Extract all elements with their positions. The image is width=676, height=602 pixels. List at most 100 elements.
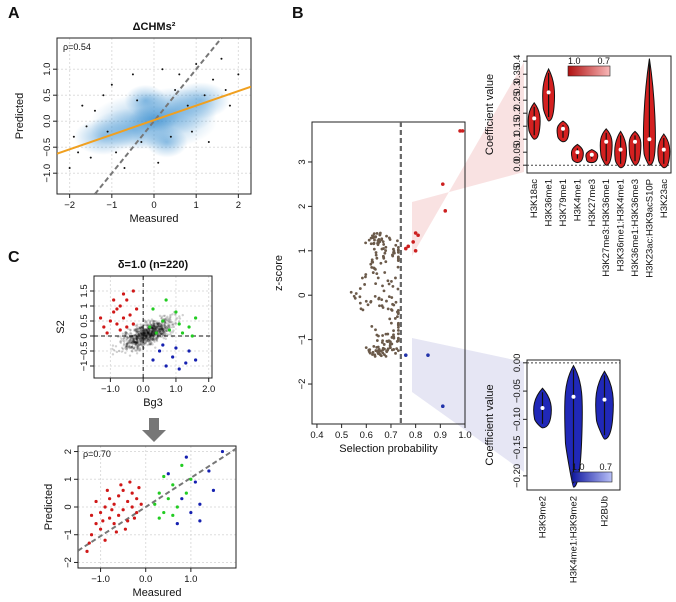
background-point (131, 338, 134, 342)
category-label: H3K36me1:H3K36me3 (630, 179, 641, 277)
background-point (137, 326, 140, 329)
background-point (160, 332, 163, 335)
background-point (156, 336, 159, 339)
background-point (136, 341, 139, 344)
background-point (141, 336, 144, 340)
background-point (142, 336, 146, 340)
background-point (349, 290, 353, 294)
background-point (142, 328, 145, 332)
highlight-point (130, 505, 134, 509)
highlight-point (98, 316, 103, 320)
plot-frame (311, 121, 466, 425)
background-point (170, 323, 173, 326)
outlier-point (203, 94, 206, 97)
category-label: H3K79me1 (558, 179, 569, 227)
background-point (134, 340, 137, 344)
background-point (161, 331, 165, 334)
background-point (374, 268, 377, 271)
background-point (379, 261, 383, 265)
background-point (155, 323, 159, 326)
background-point (165, 328, 168, 331)
background-point (159, 327, 163, 331)
background-point (135, 330, 139, 333)
background-point (138, 337, 141, 340)
background-point (139, 339, 142, 342)
background-point (134, 341, 137, 344)
background-point (167, 326, 171, 329)
highlight-point (137, 485, 141, 490)
background-point (133, 341, 136, 344)
background-point (369, 300, 373, 303)
background-point (144, 328, 147, 331)
highlight-point (108, 319, 112, 323)
background-point (149, 343, 152, 346)
background-point (375, 333, 379, 337)
background-point (144, 340, 148, 343)
highlight-point (157, 349, 162, 353)
background-point (152, 325, 155, 329)
background-point (132, 341, 135, 344)
highlight-point (162, 510, 166, 515)
background-point (394, 300, 398, 304)
background-point (153, 333, 156, 337)
background-point (139, 342, 143, 346)
color-legend-bar (567, 65, 611, 77)
background-point (139, 334, 142, 338)
background-point (129, 346, 133, 350)
background-point (151, 336, 155, 340)
background-point (159, 325, 163, 328)
background-point (382, 343, 386, 346)
background-point (143, 328, 146, 331)
highlight-point (98, 510, 103, 515)
background-point (159, 330, 162, 334)
background-point (153, 329, 156, 333)
background-point (140, 331, 143, 335)
background-point (373, 238, 376, 242)
background-point (381, 254, 385, 258)
background-point (144, 336, 148, 339)
background-point (160, 325, 163, 328)
background-point (145, 337, 148, 340)
highlight-point (207, 469, 211, 473)
background-point (127, 345, 131, 349)
background-point (122, 339, 125, 342)
y-axis-label: Predicted (43, 484, 55, 530)
background-point (151, 328, 154, 332)
background-point (138, 332, 141, 336)
background-point (149, 323, 152, 326)
background-point (152, 325, 156, 328)
background-point (161, 327, 165, 331)
background-point (147, 335, 150, 339)
background-point (390, 280, 393, 283)
x-tick-label: −2 (64, 200, 75, 211)
background-point (152, 337, 155, 341)
highlight-point (164, 364, 168, 368)
x-tick-label: 1.0 (184, 574, 197, 585)
background-point (392, 247, 395, 251)
background-point (149, 332, 153, 335)
background-point (141, 328, 145, 332)
category-label: H3K4me1:H3K9me2 (569, 496, 580, 583)
background-point (123, 340, 126, 343)
background-point (156, 327, 159, 330)
background-point (174, 318, 178, 321)
background-point (125, 345, 129, 349)
background-point (161, 328, 165, 332)
background-point (391, 302, 394, 306)
y-tick-label: 0.4 (512, 55, 523, 68)
background-point (373, 294, 377, 298)
background-point (125, 332, 129, 335)
background-point (133, 347, 136, 350)
y-tick-label: 0 (79, 333, 90, 338)
selected-point (460, 129, 465, 133)
background-point (140, 339, 144, 343)
background-point (130, 336, 134, 339)
background-point (361, 276, 364, 280)
background-point (396, 321, 400, 325)
background-point (383, 271, 387, 274)
background-point (152, 339, 156, 342)
background-point (158, 327, 161, 330)
background-point (138, 327, 141, 330)
background-point (127, 340, 131, 344)
background-point (135, 339, 139, 342)
